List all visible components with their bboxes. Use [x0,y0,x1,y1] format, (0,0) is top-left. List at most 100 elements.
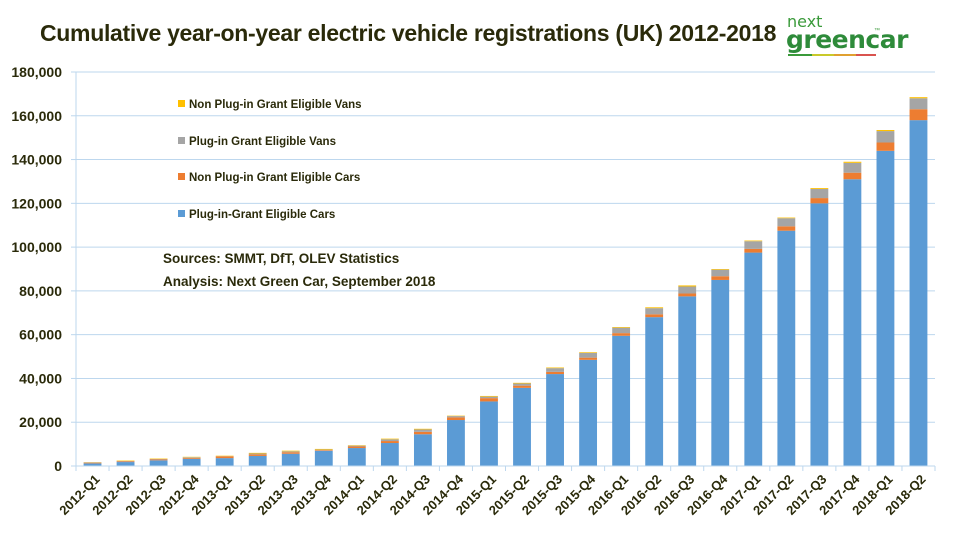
bars [83,97,928,467]
bar-stack-2014-Q1 [347,445,366,466]
logo-greencar-text: greencar [786,25,908,54]
y-tick-label: 60,000 [19,327,62,343]
bar-segment-plug-in-grant-eligible-cars [612,335,631,466]
bar-segment-non-plug-in-grant-eligible-cars [810,198,829,204]
bar-segment-plug-in-grant-eligible-vans [777,218,796,227]
bar-segment-plug-in-grant-eligible-cars [909,120,928,467]
y-tick-label: 80,000 [19,283,62,299]
bar-segment-non-plug-in-grant-eligible-vans [579,352,598,353]
y-axis: 0 20,000 40,000 60,000 80,000 100,000 120,000 1… [11,64,77,474]
y-tick-label: 160,000 [11,108,62,124]
bar-segment-non-plug-in-grant-eligible-cars [612,333,631,336]
bar-segment-plug-in-grant-eligible-cars [678,296,697,466]
bar-stack-2016-Q1 [612,327,631,466]
bar-segment-non-plug-in-grant-eligible-cars [380,441,399,444]
bar-segment-plug-in-grant-eligible-vans [182,457,201,458]
bar-segment-plug-in-grant-eligible-cars [711,279,730,466]
bar-segment-non-plug-in-grant-eligible-cars [347,446,366,449]
bar-stack-2017-Q1 [744,240,763,466]
bar-segment-non-plug-in-grant-eligible-vans [314,448,333,450]
bar-stack-2015-Q2 [513,382,531,466]
bar-segment-plug-in-grant-eligible-cars [215,458,234,466]
bar-segment-plug-in-grant-eligible-cars [777,230,796,466]
bar-segment-plug-in-grant-eligible-cars [579,359,598,466]
gridlines [76,71,935,423]
bar-segment-non-plug-in-grant-eligible-vans [711,269,730,270]
bar-stack-2018-Q2 [909,97,928,467]
logo-stripe-3 [834,54,856,56]
bar-segment-non-plug-in-grant-eligible-vans [744,240,763,242]
logo-stripe-2 [812,54,834,56]
bar-segment-non-plug-in-grant-eligible-vans [876,130,895,132]
legend-swatch-plugin-vans [178,137,185,144]
bar-segment-non-plug-in-grant-eligible-vans [281,450,300,452]
bar-segment-non-plug-in-grant-eligible-vans [810,188,829,189]
bar-segment-plug-in-grant-eligible-cars [380,443,399,466]
bar-stack-2013-Q2 [248,452,267,466]
bar-stack-2012-Q1 [83,462,102,466]
bar-stack-2015-Q4 [579,352,598,466]
logo-next-text: next [787,12,823,31]
bar-segment-non-plug-in-grant-eligible-cars [678,293,697,297]
bar-stack-2017-Q3 [810,188,829,467]
bar-segment-non-plug-in-grant-eligible-cars [579,357,598,360]
bar-segment-non-plug-in-grant-eligible-cars [413,431,432,435]
bar-segment-plug-in-grant-eligible-vans [876,131,895,143]
bar-stack-2014-Q3 [413,428,432,466]
bar-stack-2012-Q4 [182,456,201,466]
legend-label-non-plugin-vans: Non Plug-in Grant Eligible Vans [189,99,362,111]
bar-segment-plug-in-grant-eligible-cars [347,448,366,466]
bar-segment-non-plug-in-grant-eligible-vans [248,452,267,454]
legend-label-plugin-vans: Plug-in Grant Eligible Vans [189,136,336,148]
chart-title: Cumulative year-on-year electric vehicle… [40,20,777,46]
bar-segment-plug-in-grant-eligible-vans [380,439,399,442]
bar-segment-plug-in-grant-eligible-cars [744,252,763,466]
sources-note: Sources: SMMT, DfT, OLEV Statistics [163,251,399,266]
bar-segment-non-plug-in-grant-eligible-cars [876,142,895,151]
bar-segment-non-plug-in-grant-eligible-cars [843,172,862,180]
bar-segment-non-plug-in-grant-eligible-cars [248,454,267,456]
bar-segment-non-plug-in-grant-eligible-cars [116,461,135,463]
bar-segment-non-plug-in-grant-eligible-cars [281,452,300,454]
bar-segment-non-plug-in-grant-eligible-cars [314,450,333,451]
bar-stack-2013-Q4 [314,448,333,466]
bar-segment-non-plug-in-grant-eligible-cars [182,457,201,459]
bar-segment-plug-in-grant-eligible-vans [744,241,763,249]
bar-segment-plug-in-grant-eligible-vans [810,188,829,199]
bar-segment-plug-in-grant-eligible-cars [149,460,168,466]
bar-segment-plug-in-grant-eligible-cars [281,453,300,466]
bar-stack-2015-Q3 [546,367,564,466]
bar-segment-plug-in-grant-eligible-vans [843,162,862,173]
bar-segment-plug-in-grant-eligible-vans [347,445,366,447]
logo-trademark: ™ [874,28,880,34]
bar-segment-non-plug-in-grant-eligible-cars [909,109,928,121]
bar-stack-2016-Q4 [711,269,730,466]
logo-stripe-4 [856,54,876,56]
bar-segment-non-plug-in-grant-eligible-cars [546,371,564,375]
bar-segment-non-plug-in-grant-eligible-vans [678,285,697,287]
bar-segment-plug-in-grant-eligible-vans [612,327,631,334]
bar-segment-plug-in-grant-eligible-vans [711,269,730,277]
bar-segment-plug-in-grant-eligible-vans [314,449,333,451]
bar-stack-2012-Q2 [116,460,135,466]
bar-segment-non-plug-in-grant-eligible-cars [711,276,730,280]
bar-stack-2014-Q2 [380,438,399,466]
bar-segment-plug-in-grant-eligible-vans [281,451,300,453]
bar-segment-non-plug-in-grant-eligible-cars [83,462,102,464]
bar-stack-2017-Q2 [777,217,796,466]
bar-segment-plug-in-grant-eligible-cars [876,150,895,467]
bar-segment-plug-in-grant-eligible-vans [248,453,267,455]
bar-segment-non-plug-in-grant-eligible-cars [777,226,796,231]
bar-segment-plug-in-grant-eligible-cars [480,401,498,466]
bar-segment-plug-in-grant-eligible-vans [909,98,928,110]
bar-stack-2013-Q3 [281,450,300,466]
bar-segment-non-plug-in-grant-eligible-cars [149,459,168,461]
bar-stack-2018-Q1 [876,130,895,467]
legend: Non Plug-in Grant Eligible Vans Plug-in … [178,99,362,221]
legend-swatch-non-plugin-vans [178,100,185,107]
bar-segment-plug-in-grant-eligible-cars [314,450,333,466]
bar-segment-plug-in-grant-eligible-cars [83,463,102,466]
bar-stack-2012-Q3 [149,458,168,466]
bar-segment-plug-in-grant-eligible-vans [513,383,531,386]
bar-segment-non-plug-in-grant-eligible-vans [546,367,564,369]
